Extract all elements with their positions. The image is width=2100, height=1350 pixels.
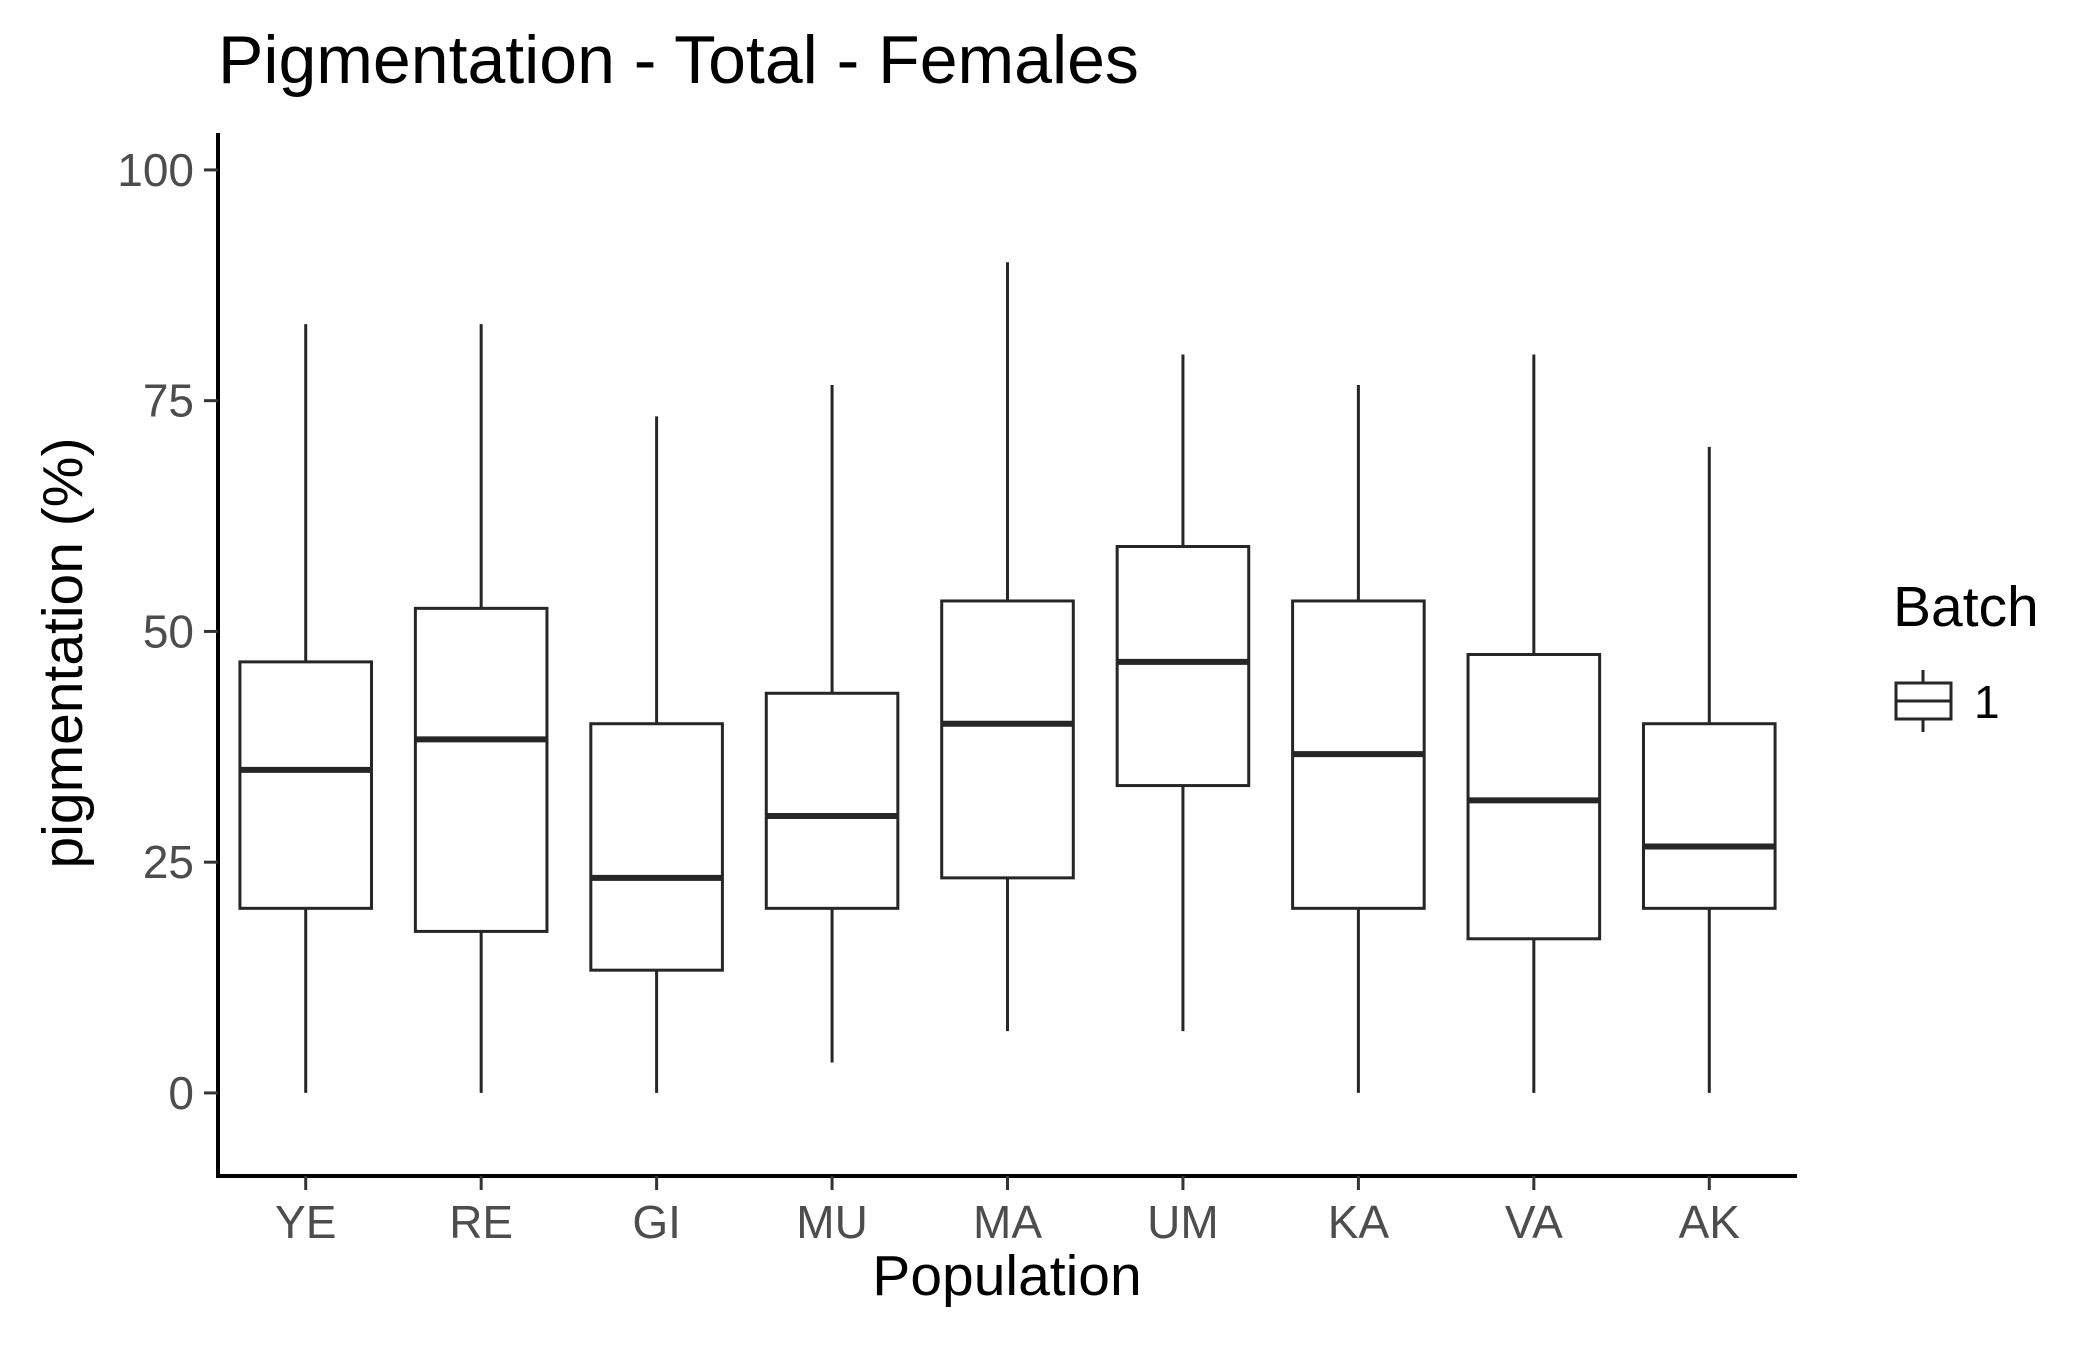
x-tick-label: VA [1505, 1196, 1563, 1248]
x-tick-label: KA [1328, 1196, 1390, 1248]
box-ye [238, 324, 374, 1093]
box-ak [1641, 446, 1777, 1093]
legend: Batch 1 [1893, 575, 2039, 732]
iqr-box [589, 722, 724, 972]
y-tick-label: 0 [168, 1067, 194, 1119]
legend-title: Batch [1893, 575, 2039, 639]
box-va [1466, 354, 1602, 1093]
iqr-box [764, 691, 900, 910]
x-axis-title: Population [872, 1244, 1141, 1308]
y-tick-label: 25 [143, 836, 194, 888]
iqr-box [1466, 653, 1602, 941]
y-axis-ticks: 0 25 50 75 100 [117, 144, 218, 1119]
x-axis-ticks: YE RE GI MU MA UM KA VA AK [275, 1176, 1740, 1248]
x-tick-label: RE [449, 1196, 513, 1248]
y-axis-title: pigmentation (%) [31, 438, 95, 869]
iqr-box [238, 660, 374, 910]
box-mu [764, 384, 900, 1063]
box-ka [1291, 384, 1426, 1093]
iqr-box [1115, 545, 1251, 788]
x-tick-label: GI [632, 1196, 681, 1248]
x-tick-label: UM [1147, 1196, 1219, 1248]
plot-panel: 0 25 50 75 100 YE RE GI MU MA UM KA VA AK [117, 133, 1797, 1248]
x-tick-label: MA [973, 1196, 1042, 1248]
chart-title: Pigmentation - Total - Females [218, 22, 1139, 98]
x-tick-label: MU [796, 1196, 868, 1248]
iqr-box [413, 606, 549, 933]
iqr-box [1641, 722, 1777, 910]
x-tick-label: AK [1679, 1196, 1741, 1248]
box-um [1115, 354, 1251, 1032]
box-ma [940, 262, 1075, 1032]
box-layer [238, 262, 1777, 1093]
iqr-box [940, 599, 1075, 880]
box-gi [589, 416, 724, 1093]
box-re [413, 324, 549, 1093]
y-tick-label: 100 [117, 144, 194, 196]
x-tick-label: YE [275, 1196, 336, 1248]
legend-label: 1 [1974, 676, 2000, 728]
y-tick-label: 75 [143, 375, 194, 427]
y-tick-label: 50 [143, 605, 194, 657]
legend-key-box-icon [1894, 670, 1953, 732]
